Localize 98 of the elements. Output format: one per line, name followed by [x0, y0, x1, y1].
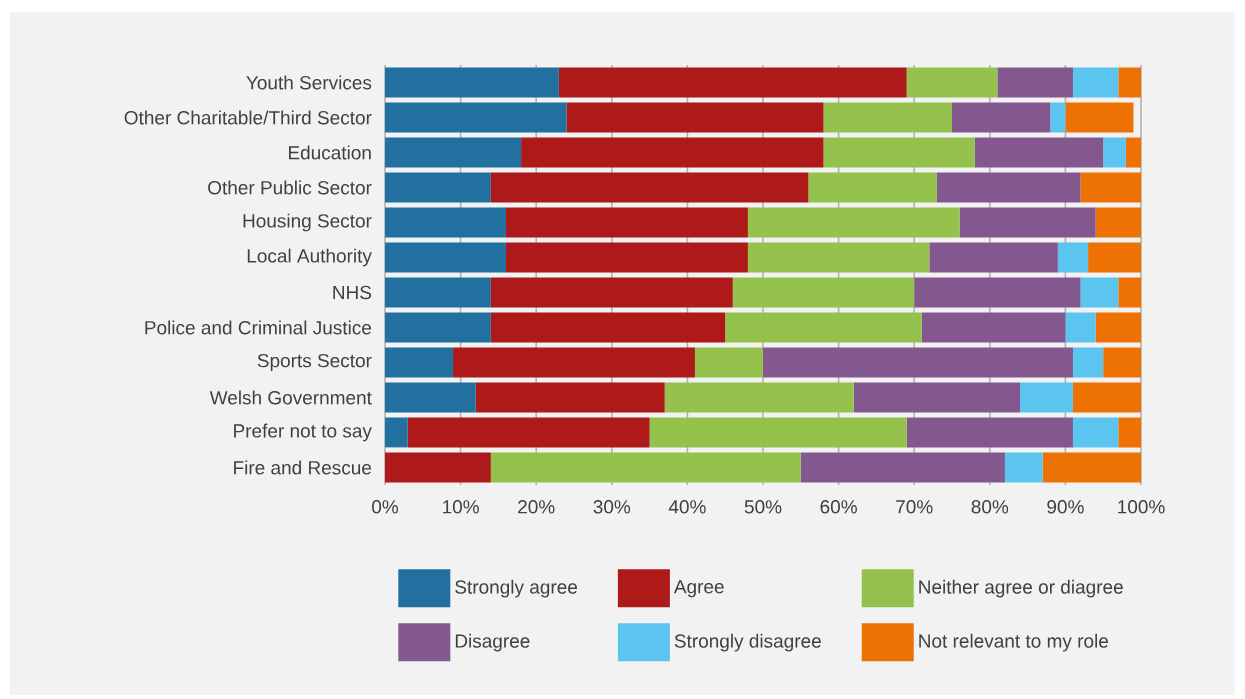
bar [1065, 102, 1134, 133]
bar [997, 67, 1073, 98]
bar [505, 207, 748, 238]
y-tick-label: Welsh Government [209, 390, 372, 405]
legend-label: Disagree [455, 633, 530, 652]
legend-label: Strongly disagree [674, 633, 821, 652]
bar [1020, 382, 1073, 413]
x-tick-label: 10% [443, 500, 479, 514]
bar [385, 207, 506, 238]
y-tick-label: Prefer not to say [234, 423, 372, 442]
bar [1095, 207, 1142, 238]
y-tick-label: Other Public Sector [208, 180, 372, 195]
x-tick-label: 100% [1118, 500, 1165, 514]
bar [1080, 277, 1119, 308]
bar [385, 417, 408, 448]
bar [1125, 137, 1142, 168]
bar [1103, 137, 1126, 168]
bar [490, 312, 726, 343]
bar [694, 347, 764, 378]
bar [558, 67, 907, 98]
legend-label: Not relevant to my role [919, 633, 1108, 652]
x-tick-label: 60% [820, 500, 857, 514]
bar [521, 137, 824, 168]
x-tick-label: 50% [744, 500, 782, 514]
bar [1118, 417, 1142, 448]
bar [649, 417, 907, 448]
bar [385, 347, 454, 378]
bar [1050, 102, 1066, 133]
bar [1072, 417, 1119, 448]
bar [385, 382, 476, 413]
y-tick-label: Housing Sector [243, 213, 372, 232]
bar [664, 382, 854, 413]
bar [490, 452, 801, 483]
legend-label: Strongly agree [455, 579, 578, 598]
bar [952, 102, 1051, 133]
bar [1080, 172, 1142, 203]
x-tick-label: 30% [593, 500, 631, 514]
bar [1095, 312, 1142, 343]
bar [1057, 242, 1089, 273]
bar [1088, 242, 1142, 273]
bar [853, 382, 1021, 413]
bar [490, 172, 809, 203]
bar [1072, 347, 1104, 378]
bar [1118, 277, 1142, 308]
x-tick-label: 70% [896, 500, 933, 514]
legend-label: Agree [673, 580, 724, 598]
bar [1004, 452, 1043, 483]
bar [385, 312, 491, 343]
bar [974, 137, 1104, 168]
bar [385, 67, 559, 98]
bar [763, 347, 1073, 378]
x-tick-label: 0% [372, 500, 399, 514]
bar [929, 242, 1058, 273]
bar [475, 382, 665, 413]
bar [385, 242, 506, 273]
bar [906, 417, 1073, 448]
bar [505, 242, 748, 273]
bar [936, 172, 1081, 203]
bar [823, 102, 953, 133]
bar [385, 172, 491, 203]
bar [385, 277, 491, 308]
x-tick-label: 80% [971, 500, 1009, 514]
bar [921, 312, 1066, 343]
y-tick-label: Other Charitable/Third Sector [124, 110, 372, 125]
bar [914, 277, 1081, 308]
x-tick-label: 20% [518, 500, 555, 514]
bar [800, 452, 1005, 483]
bar [725, 312, 922, 343]
bar [823, 137, 975, 168]
bar [1065, 312, 1096, 343]
y-tick-label: Local Authority [247, 248, 372, 267]
bar [490, 277, 733, 308]
bar [566, 102, 824, 133]
y-tick-label: Sports Sector [257, 353, 372, 372]
bar [1042, 452, 1142, 483]
bar [808, 172, 937, 203]
bar [407, 417, 650, 448]
bar [1072, 382, 1142, 413]
y-tick-label: Police and Criminal Justice [145, 320, 372, 335]
y-tick-label: Education [289, 145, 371, 160]
bar [747, 207, 960, 238]
x-tick-label: 40% [668, 500, 706, 514]
bar [1103, 347, 1142, 378]
bar [453, 347, 695, 378]
y-tick-label: NHS [333, 285, 372, 300]
bar [385, 102, 567, 133]
x-tick-label: 90% [1047, 500, 1084, 514]
bar [747, 242, 930, 273]
y-tick-label: Youth Services [246, 75, 372, 90]
bar [906, 67, 998, 98]
bar [732, 277, 915, 308]
bar [1118, 67, 1142, 98]
bar [959, 207, 1096, 238]
bar [1072, 67, 1119, 98]
bar [385, 452, 491, 483]
y-tick-label: Fire and Rescue [234, 460, 372, 475]
bar [385, 137, 522, 168]
legend-label: Neither agree or diagree [919, 579, 1123, 598]
